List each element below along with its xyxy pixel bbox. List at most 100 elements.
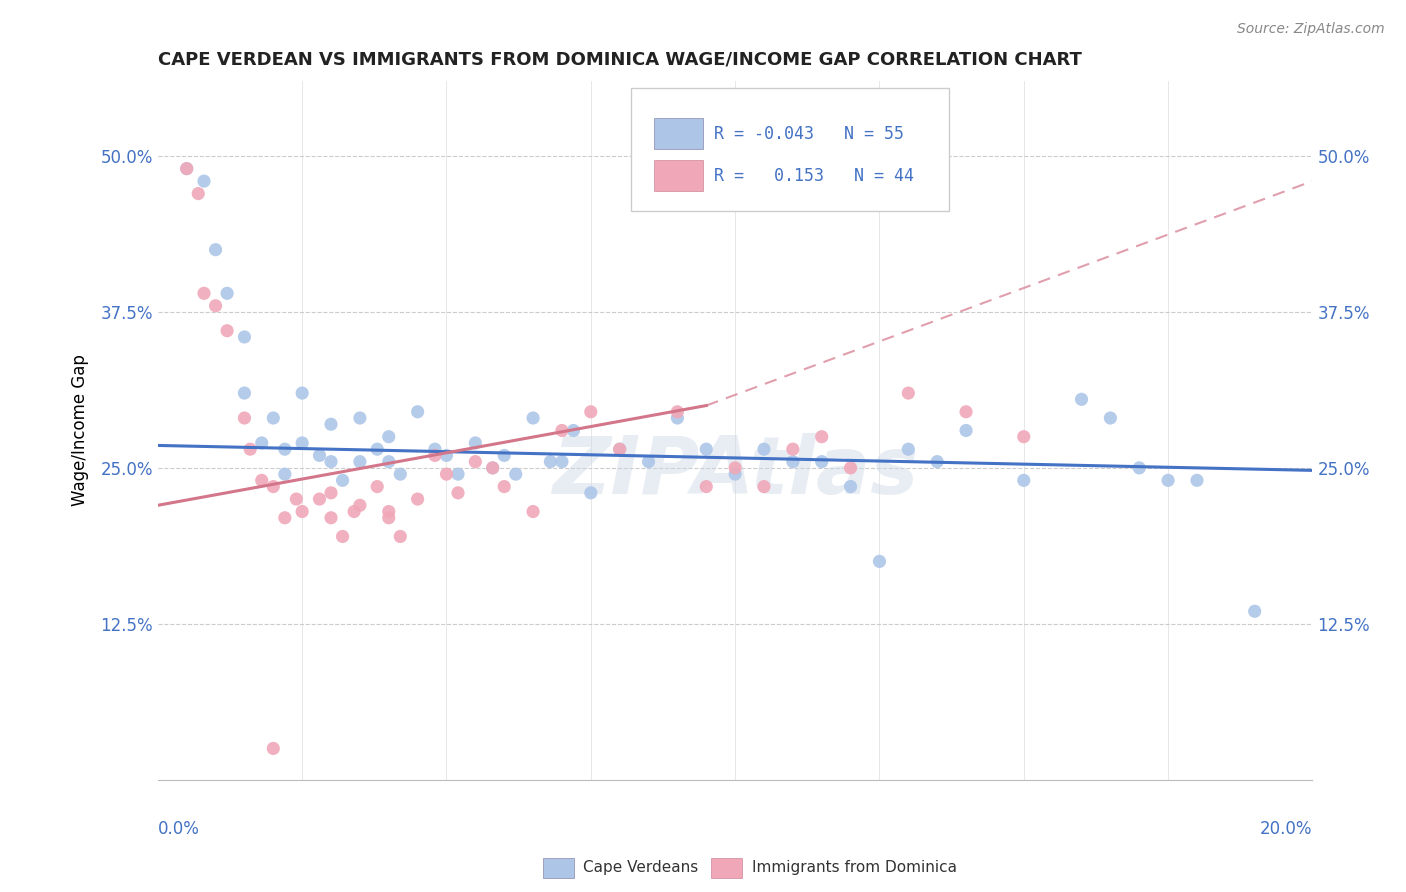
Point xyxy=(250,474,273,488)
Point xyxy=(609,442,631,457)
Point xyxy=(1157,474,1180,488)
Point xyxy=(377,455,399,469)
Point xyxy=(233,386,256,401)
Text: 20.0%: 20.0% xyxy=(1260,820,1312,838)
FancyBboxPatch shape xyxy=(654,161,703,191)
Point xyxy=(291,436,314,450)
Point xyxy=(262,411,284,425)
Point xyxy=(377,430,399,444)
Point xyxy=(291,504,314,518)
Point xyxy=(204,243,226,257)
Point xyxy=(897,386,920,401)
Point xyxy=(839,461,862,475)
Point xyxy=(187,186,209,201)
Point xyxy=(695,480,717,494)
Point xyxy=(579,405,602,419)
Point xyxy=(319,455,342,469)
Point xyxy=(955,424,977,438)
Point xyxy=(1185,474,1208,488)
Point xyxy=(494,480,516,494)
Point xyxy=(695,442,717,457)
Point xyxy=(389,529,412,543)
Point xyxy=(250,436,273,450)
Point xyxy=(176,161,198,176)
Point xyxy=(810,430,832,444)
Text: 0.0%: 0.0% xyxy=(157,820,200,838)
Point xyxy=(637,455,659,469)
Point xyxy=(233,411,256,425)
Text: R =   0.153   N = 44: R = 0.153 N = 44 xyxy=(714,167,914,185)
Point xyxy=(1012,430,1035,444)
Point xyxy=(176,161,198,176)
Point xyxy=(810,455,832,469)
Point xyxy=(666,405,689,419)
Point xyxy=(274,442,297,457)
Point xyxy=(423,449,446,463)
Point xyxy=(406,491,429,506)
Point xyxy=(869,554,891,568)
Point xyxy=(262,741,284,756)
Point xyxy=(366,480,388,494)
Point xyxy=(436,467,458,482)
Point xyxy=(377,510,399,524)
Point xyxy=(464,436,486,450)
Point xyxy=(332,529,354,543)
Point xyxy=(377,504,399,518)
Point xyxy=(319,485,342,500)
Point xyxy=(447,467,470,482)
Point xyxy=(193,286,215,301)
Point xyxy=(481,461,503,475)
Point xyxy=(233,330,256,344)
Point xyxy=(505,467,527,482)
Point xyxy=(436,449,458,463)
Point xyxy=(343,504,366,518)
Text: Cape Verdeans: Cape Verdeans xyxy=(583,860,699,874)
Point xyxy=(349,455,371,469)
Point xyxy=(423,442,446,457)
Point xyxy=(522,411,544,425)
Point xyxy=(666,411,689,425)
Point xyxy=(609,442,631,457)
Point xyxy=(551,455,574,469)
Point xyxy=(262,480,284,494)
Point xyxy=(551,424,574,438)
Point xyxy=(319,510,342,524)
Point xyxy=(464,455,486,469)
Point xyxy=(955,405,977,419)
Text: R = -0.043   N = 55: R = -0.043 N = 55 xyxy=(714,125,904,143)
Point xyxy=(406,405,429,419)
Point xyxy=(782,442,804,457)
Point xyxy=(724,461,747,475)
Point xyxy=(332,474,354,488)
Point xyxy=(782,455,804,469)
Point xyxy=(1070,392,1092,407)
Text: Source: ZipAtlas.com: Source: ZipAtlas.com xyxy=(1237,22,1385,37)
Point xyxy=(366,442,388,457)
Text: CAPE VERDEAN VS IMMIGRANTS FROM DOMINICA WAGE/INCOME GAP CORRELATION CHART: CAPE VERDEAN VS IMMIGRANTS FROM DOMINICA… xyxy=(157,51,1081,69)
Point xyxy=(752,442,775,457)
Point xyxy=(1243,604,1265,618)
Point xyxy=(579,485,602,500)
Point xyxy=(319,417,342,432)
Text: Immigrants from Dominica: Immigrants from Dominica xyxy=(752,860,957,874)
Point xyxy=(447,485,470,500)
Point xyxy=(217,286,239,301)
Point xyxy=(239,442,262,457)
Point xyxy=(1128,461,1150,475)
Point xyxy=(308,449,330,463)
Point xyxy=(538,455,561,469)
Point xyxy=(291,386,314,401)
Point xyxy=(204,299,226,313)
Point xyxy=(897,442,920,457)
Point xyxy=(217,324,239,338)
Point xyxy=(562,424,585,438)
Point xyxy=(274,467,297,482)
Point xyxy=(481,461,503,475)
Point xyxy=(724,467,747,482)
Point xyxy=(752,480,775,494)
Point xyxy=(308,491,330,506)
Text: ZIPAtlas: ZIPAtlas xyxy=(553,434,918,511)
Point xyxy=(389,467,412,482)
Point xyxy=(274,510,297,524)
Point xyxy=(927,455,949,469)
